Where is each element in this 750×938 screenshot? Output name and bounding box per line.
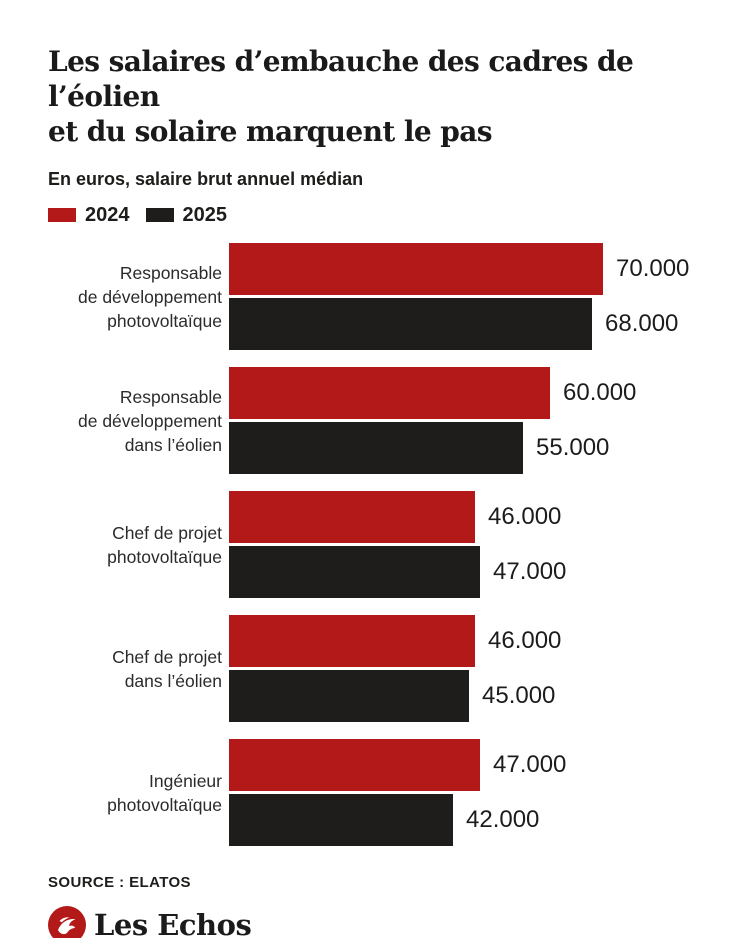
category-label: Ingénieur photovoltaïque [107,770,222,815]
bar-2025 [229,422,523,474]
legend: 2024 2025 [48,203,702,227]
bar-2025 [229,546,480,598]
page-subtitle: En euros, salaire brut annuel médian [48,169,364,189]
page-title: Les salaires d’embauche des cadres de l’… [48,44,702,149]
legend-label: 2025 [182,203,228,226]
bar-row-2024: 47.000 [229,739,702,791]
legend-item-2024: 2024 [48,204,130,227]
bar-row-2024: 46.000 [229,615,702,667]
value-label: 46.000 [488,503,562,530]
value-label: 68.000 [605,310,679,337]
value-label: 42.000 [466,806,540,833]
value-label: 60.000 [563,379,637,406]
brand-logo: Les Echos [48,906,702,938]
bar-group: Chef de projet photovoltaïque 46.000 47.000 [48,491,702,598]
bar-group: Responsable de développement dans l’éolien… [48,367,702,474]
bar-2024 [229,367,550,419]
bar-row-2024: 70.000 [229,243,702,295]
value-label: 70.000 [616,255,690,282]
bar-2024 [229,615,475,667]
bar-row-2024: 46.000 [229,491,702,543]
source-note: SOURCE : ELATOS [48,874,191,891]
category-label: Chef de projet dans l’éolien [112,646,222,691]
value-label: 47.000 [493,558,567,585]
bar-2025 [229,298,592,350]
bar-2025 [229,794,453,846]
category-label: Chef de projet photovoltaïque [107,522,222,567]
bar-2024 [229,739,480,791]
legend-swatch [145,208,174,222]
value-label: 45.000 [482,682,556,709]
lesechos-logo-icon [48,906,86,938]
bar-row-2025: 68.000 [229,298,702,350]
bar-2024 [229,243,603,295]
title-line-2: et du solaire marquent le pas [48,115,493,148]
bar-2025 [229,670,469,722]
legend-item-2025: 2025 [145,203,228,227]
bar-2024 [229,491,475,543]
value-label: 55.000 [536,434,610,461]
bar-group: Chef de projet dans l’éolien 46.000 45.000 [48,615,702,722]
bar-chart: Responsable de développement photovoltaïqu… [48,243,702,846]
bar-group: Responsable de développement photovoltaïqu… [48,243,702,350]
bar-row-2024: 60.000 [229,367,702,419]
bar-group: Ingénieur photovoltaïque 47.000 42.000 [48,739,702,846]
legend-label: 2024 [85,203,130,226]
brand-wordmark: Les Echos [94,908,252,938]
title-line-1: Les salaires d’embauche des cadres de l’… [48,45,634,113]
bar-row-2025: 55.000 [229,422,702,474]
bar-row-2025: 42.000 [229,794,702,846]
category-label: Responsable de développement dans l’éolien [78,386,222,455]
value-label: 47.000 [493,751,567,778]
bar-row-2025: 47.000 [229,546,702,598]
value-label: 46.000 [488,627,562,654]
legend-swatch [48,208,76,222]
bar-row-2025: 45.000 [229,670,702,722]
category-label: Responsable de développement photovoltaïqu… [78,262,222,331]
